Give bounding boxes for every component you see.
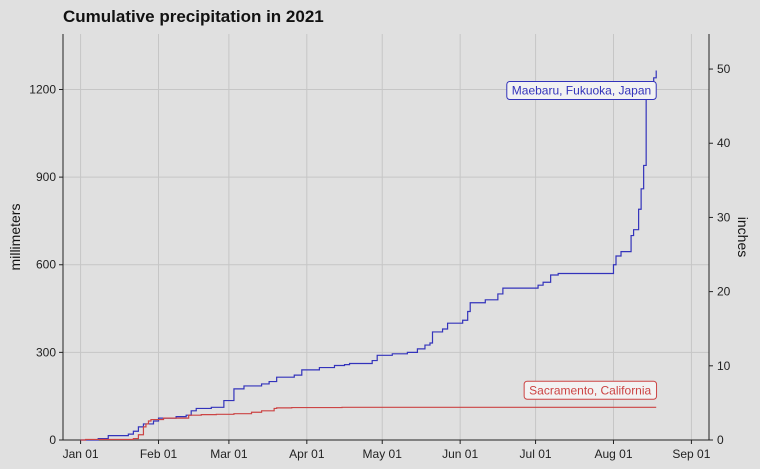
y-tick-label-left: 300: [36, 345, 56, 359]
x-tick-label: Aug 01: [594, 447, 632, 461]
x-tick-label: Jul 01: [520, 447, 552, 461]
x-tick-label: Apr 01: [289, 447, 325, 461]
y-tick-label-left: 1200: [29, 82, 56, 96]
series-label-0: Maebaru, Fukuoka, Japan: [506, 81, 657, 101]
y-tick-label-right: 40: [717, 136, 731, 150]
y-tick-label-right: 50: [717, 62, 731, 76]
axes: Jan 01 Feb 01 Mar 01 Apr 01 May 01 Jun 01 Jul …: [29, 34, 731, 461]
series-label-text: Maebaru, Fukuoka, Japan: [512, 84, 651, 98]
x-tick-label: May 01: [363, 447, 403, 461]
series-lines: [80, 70, 657, 441]
x-tick-label: Jun 01: [442, 447, 478, 461]
y-tick-label-left: 900: [36, 170, 56, 184]
y-axis-label-left: millimeters: [7, 204, 23, 271]
x-tick-label: Feb 01: [140, 447, 178, 461]
series-labels: Maebaru, Fukuoka, Japan Sacramento, Calif…: [506, 81, 658, 400]
y-tick-label-left: 0: [49, 433, 56, 447]
series-label-text: Sacramento, California: [529, 383, 651, 397]
y-tick-label-right: 0: [717, 433, 724, 447]
series-line-1: [80, 406, 657, 441]
y-tick-label-left: 600: [36, 258, 56, 272]
x-tick-label: Jan 01: [63, 447, 99, 461]
x-tick-label: Sep 01: [672, 447, 710, 461]
series-label-box: [506, 81, 657, 101]
y-tick-label-right: 20: [717, 285, 731, 299]
series-label-1: Sacramento, California: [523, 380, 658, 400]
y-tick-label-right: 30: [717, 210, 731, 224]
x-tick-label: Mar 01: [210, 447, 248, 461]
y-tick-label-right: 10: [717, 359, 731, 373]
y-axis-label-right: inches: [735, 217, 751, 257]
series-line-0: [80, 70, 657, 441]
series-label-box: [523, 380, 658, 400]
chart-title: Cumulative precipitation in 2021: [63, 7, 324, 26]
